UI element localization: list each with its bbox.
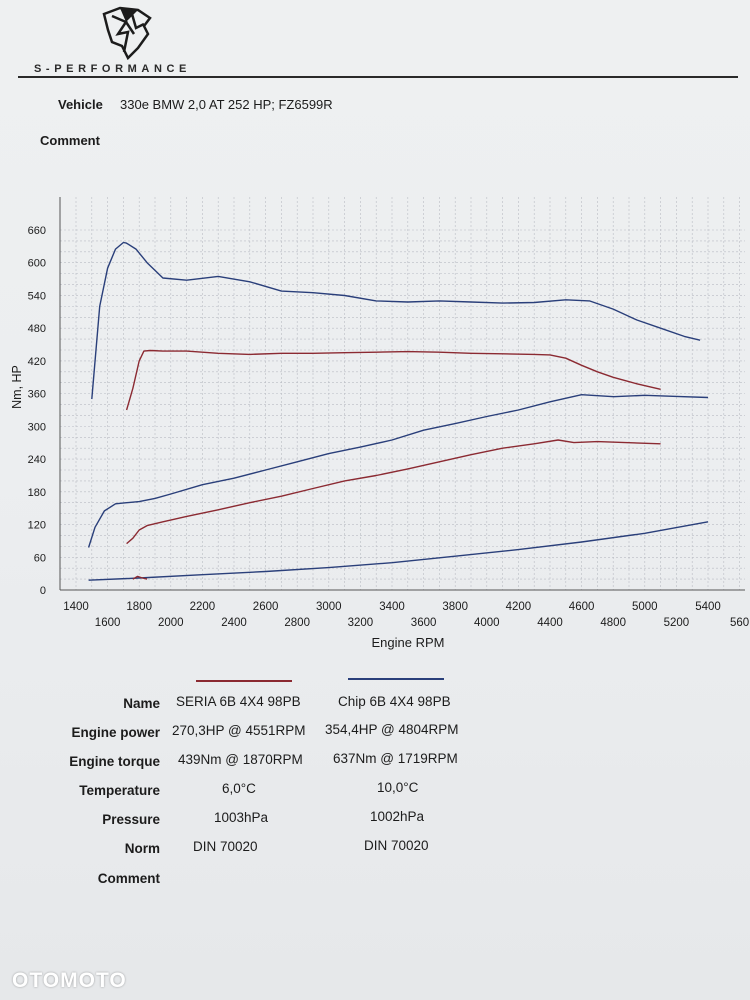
x-tick-label-lower: 2400 <box>221 617 247 629</box>
x-tick-label-lower: 4000 <box>474 617 500 629</box>
x-tick-label-lower: 560 <box>730 617 749 629</box>
x-tick-label-upper: 5400 <box>695 601 721 613</box>
norm-seria: DIN 70020 <box>193 839 258 854</box>
x-tick-label-lower: 4400 <box>537 617 563 629</box>
series-line <box>126 439 661 545</box>
y-tick-label: 360 <box>28 389 46 401</box>
x-tick-label-lower: 3200 <box>348 617 374 629</box>
x-tick-label-upper: 2600 <box>253 601 279 613</box>
chart-axes <box>59 197 745 591</box>
x-tick-label-lower: 1600 <box>95 617 121 629</box>
y-tick-label: 300 <box>28 421 46 433</box>
series-line <box>125 349 661 411</box>
y-tick-label: 60 <box>34 552 46 564</box>
y-axis-label: Nm, HP <box>10 365 24 409</box>
y-tick-label: 120 <box>28 520 46 532</box>
name-chip: Chip 6B 4X4 98PB <box>338 694 451 709</box>
pressure-chip: 1002hPa <box>370 809 425 824</box>
legend-line-seria <box>196 680 292 682</box>
engine-torque-chip: 637Nm @ 1719RPM <box>333 751 458 766</box>
legend-line-chip <box>348 678 444 680</box>
norm-label: Norm <box>124 841 160 856</box>
x-tick-label-upper: 1400 <box>63 601 89 613</box>
pressure-label: Pressure <box>102 812 160 827</box>
series-line <box>132 575 148 580</box>
y-tick-label: 180 <box>28 487 46 499</box>
pressure-seria: 1003hPa <box>214 810 269 825</box>
vehicle-label: Vehicle <box>58 97 103 112</box>
series-line <box>87 394 709 548</box>
temperature-label: Temperature <box>79 783 160 798</box>
y-tick-label: 480 <box>28 323 46 335</box>
y-tick-label: 240 <box>28 454 46 466</box>
y-tick-label: 0 <box>40 585 46 597</box>
x-tick-label-upper: 4200 <box>506 601 532 613</box>
temperature-chip: 10,0°C <box>377 780 419 795</box>
x-tick-label-upper: 3800 <box>442 601 468 613</box>
chart-grid <box>60 197 745 591</box>
y-tick-label: 420 <box>28 356 46 368</box>
x-tick-label-upper: 4600 <box>569 601 595 613</box>
otomoto-watermark: OTOMOTO <box>12 969 127 992</box>
engine-power-seria: 270,3HP @ 4551RPM <box>172 723 306 738</box>
s-performance-logo <box>102 6 152 60</box>
name-label: Name <box>123 696 160 711</box>
engine-torque-seria: 439Nm @ 1870RPM <box>178 752 303 767</box>
x-tick-label-upper: 5000 <box>632 601 658 613</box>
y-tick-label: 540 <box>28 290 46 302</box>
vehicle-value: 330e BMW 2,0 AT 252 HP; FZ6599R <box>120 97 333 112</box>
brand-name: S-PERFORMANCE <box>34 63 191 75</box>
x-tick-label-upper: 1800 <box>126 601 152 613</box>
comment-label: Comment <box>40 133 100 148</box>
x-tick-label-lower: 4800 <box>600 617 626 629</box>
x-axis-label: Engine RPM <box>372 635 445 650</box>
x-tick-label-upper: 3400 <box>379 601 405 613</box>
y-tick-label: 660 <box>28 225 46 237</box>
chart-tick-labels: 0 60 120 180 240 300 360 420 480 540 600 660 1400 180… <box>28 225 750 629</box>
name-seria: SERIA 6B 4X4 98PB <box>176 694 301 709</box>
chart-series <box>87 241 709 581</box>
x-tick-label-upper: 2200 <box>190 601 216 613</box>
temperature-seria: 6,0°C <box>222 781 256 796</box>
x-tick-label-upper: 3000 <box>316 601 342 613</box>
engine-torque-label: Engine torque <box>69 754 160 769</box>
norm-chip: DIN 70020 <box>364 838 429 853</box>
header-divider <box>18 76 738 78</box>
engine-power-label: Engine power <box>71 725 160 740</box>
x-tick-label-lower: 2000 <box>158 617 184 629</box>
engine-power-chip: 354,4HP @ 4804RPM <box>325 722 459 737</box>
results-comment-label: Comment <box>97 871 160 886</box>
y-tick-label: 600 <box>28 258 46 270</box>
x-tick-label-lower: 2800 <box>284 617 310 629</box>
x-tick-label-lower: 5200 <box>664 617 690 629</box>
series-line <box>91 241 701 400</box>
x-tick-label-lower: 3600 <box>411 617 437 629</box>
series-line <box>88 521 709 581</box>
dyno-chart: 0 60 120 180 240 300 360 420 480 540 600 660 1400 180… <box>10 197 750 650</box>
